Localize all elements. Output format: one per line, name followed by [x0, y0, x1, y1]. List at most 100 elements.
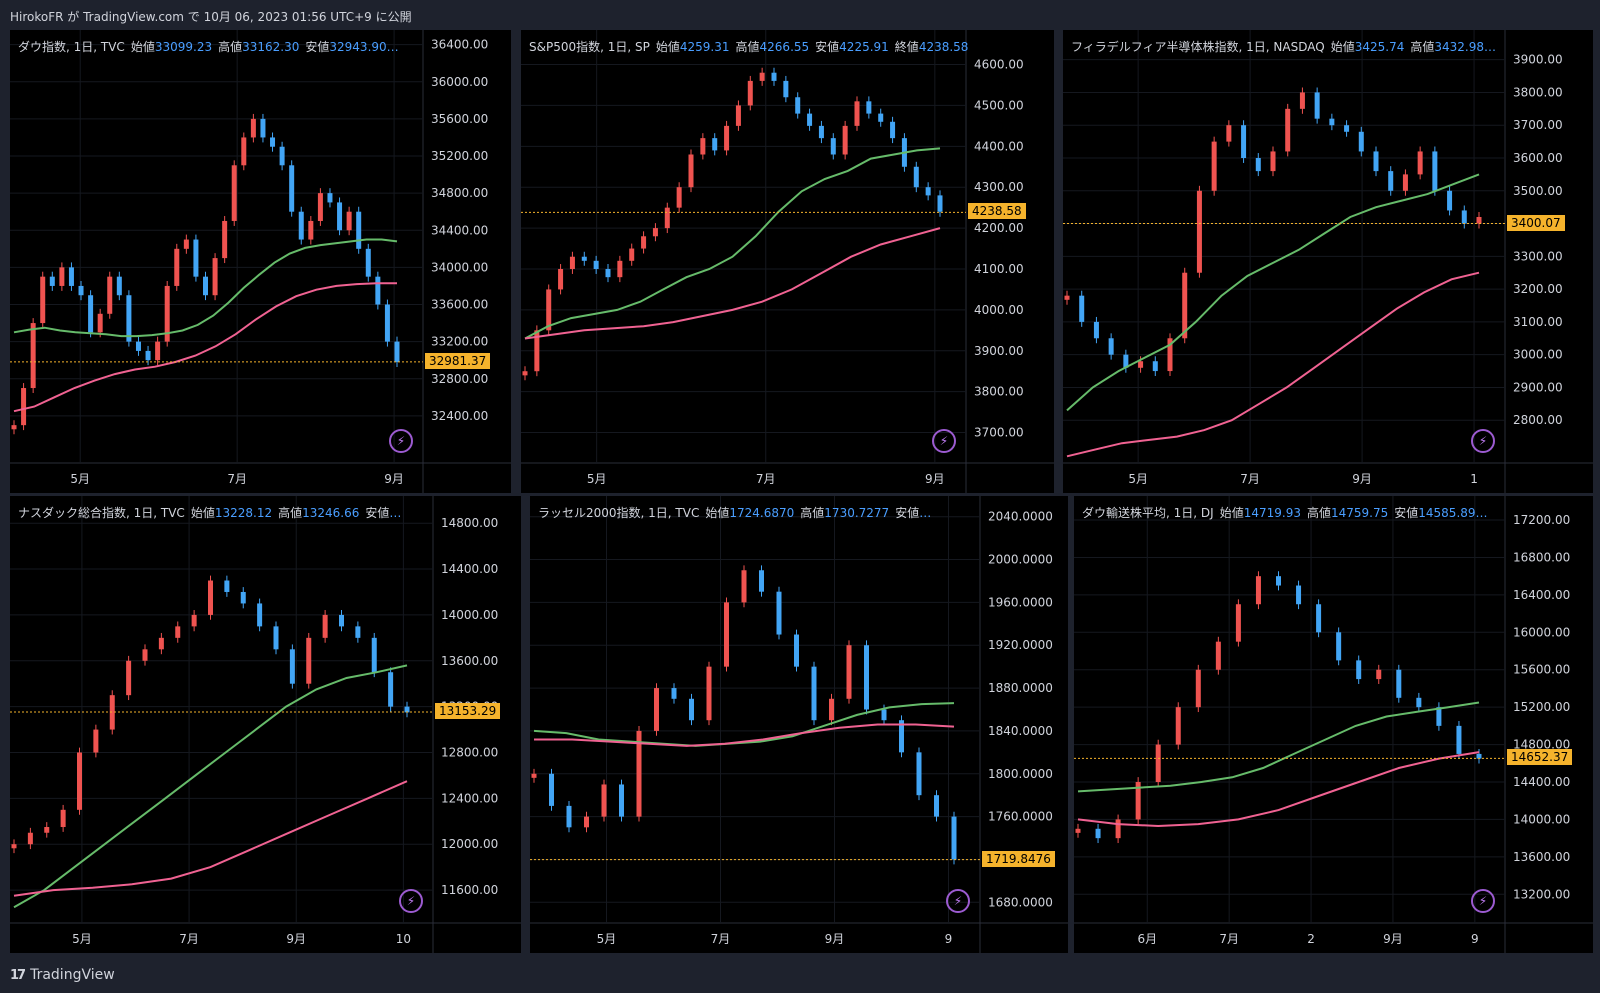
lightning-icon[interactable]: ⚡ — [946, 889, 970, 913]
header-bar: HirokoFR が TradingView.com で 10月 06, 202… — [0, 0, 1600, 30]
y-tick-label: 13600.00 — [441, 654, 498, 668]
ohlc-label: 高値 — [800, 506, 825, 520]
candle-body — [11, 844, 17, 849]
y-tick-label: 3500.00 — [1513, 184, 1563, 198]
candle-body — [1211, 141, 1217, 191]
candle-body — [617, 260, 623, 278]
ohlc-value: 4259.31 — [679, 40, 730, 54]
y-tick-label: 2040.0000 — [988, 510, 1053, 524]
chart-panel[interactable]: ナスダック総合指数, 1日, TVC 始値13228.12 高値13246.66 安値… — [10, 496, 521, 953]
y-tick-label: 16800.00 — [1513, 550, 1570, 564]
candle-body — [558, 268, 564, 290]
candle-body — [1476, 753, 1482, 759]
candle-body — [109, 695, 115, 730]
candle-body — [1329, 118, 1335, 126]
lightning-icon[interactable]: ⚡ — [1471, 889, 1495, 913]
candle-body — [355, 626, 361, 638]
y-tick-label: 13600.00 — [1513, 850, 1570, 864]
ohlc-label: 安値 — [895, 506, 920, 520]
y-tick-label: 34000.00 — [431, 260, 488, 274]
y-tick-label: 3800.00 — [1513, 85, 1563, 99]
candle-body — [916, 752, 922, 796]
candle-body — [881, 709, 887, 721]
tradingview-logo-icon[interactable]: 17 — [10, 967, 26, 983]
candle-body — [1108, 338, 1114, 355]
candle-body — [1175, 707, 1181, 745]
candle-body — [899, 720, 904, 753]
candle-body — [866, 101, 872, 114]
publish-info: HirokoFR が TradingView.com で 10月 06, 202… — [10, 10, 412, 24]
y-tick-label: 14800.00 — [441, 516, 498, 530]
candle-body — [1388, 171, 1394, 191]
lightning-icon[interactable]: ⚡ — [1471, 429, 1495, 453]
chart-legend: ナスダック総合指数, 1日, TVC 始値13228.12 高値13246.66 安値… — [18, 504, 407, 521]
y-tick-label: 1880.0000 — [988, 681, 1053, 695]
lightning-icon[interactable]: ⚡ — [399, 889, 423, 913]
candle-body — [404, 706, 410, 713]
y-tick-label: 35600.00 — [431, 112, 488, 126]
candle-body — [1093, 321, 1099, 339]
candle-body — [741, 570, 747, 603]
x-tick-label: 9 — [945, 932, 953, 946]
candle-body — [250, 118, 256, 138]
y-tick-label: 36400.00 — [431, 38, 488, 52]
chart-title: ダウ指数, 1日, TVC — [18, 40, 125, 54]
candle-body — [222, 220, 228, 259]
candle-body — [339, 614, 344, 627]
candle-body — [1255, 158, 1261, 172]
candle-body — [164, 285, 170, 342]
ma-short-line — [13, 238, 398, 338]
candle-body — [175, 626, 181, 638]
candle-body — [93, 729, 99, 753]
chart-panel[interactable]: S&P500指数, 1日, SP 始値4259.31 高値4266.55 安値4225… — [521, 30, 1054, 493]
candle-body — [811, 666, 817, 721]
candle-body — [126, 295, 132, 342]
candle-body — [890, 121, 896, 139]
lightning-icon[interactable]: ⚡ — [389, 429, 413, 453]
candle-body — [1152, 361, 1158, 372]
candle-body — [846, 645, 852, 699]
ohlc-label: 始値 — [1219, 506, 1244, 520]
ohlc-value: 13246.66 — [302, 506, 360, 520]
chart-panel[interactable]: ダウ指数, 1日, TVC 始値33099.23 高値33162.30 安値32943… — [10, 30, 511, 493]
ohlc-value: 13228.12 — [214, 506, 273, 520]
brand-name[interactable]: TradingView — [30, 967, 115, 983]
x-tick-label: 6月 — [1137, 932, 1157, 946]
candle-body — [1167, 338, 1173, 372]
current-price-label: 4238.58 — [968, 203, 1026, 220]
y-tick-label: 1840.0000 — [988, 724, 1053, 738]
x-tick-label: 9月 — [825, 932, 845, 946]
ohlc-label: 高値 — [218, 40, 243, 54]
candle-body — [700, 138, 706, 155]
chart-title: ラッセル2000指数, 1日, TVC — [538, 506, 700, 520]
candle-body — [1270, 151, 1276, 172]
chart-legend: フィラデルフィア半導体株指数, 1日, NASDAQ 始値3425.74 高値343… — [1071, 38, 1502, 55]
y-tick-label: 33600.00 — [431, 298, 488, 312]
candle-body — [289, 649, 295, 684]
candle-body — [1396, 669, 1402, 698]
ohlc-label: 安値 — [1394, 506, 1419, 520]
y-tick-label: 4500.00 — [974, 98, 1024, 112]
candle-body — [1316, 604, 1322, 633]
y-tick-label: 3200.00 — [1513, 282, 1563, 296]
candle-body — [951, 816, 957, 860]
ohlc-value: 3425.74 — [1354, 40, 1405, 54]
chart-panel[interactable]: ラッセル2000指数, 1日, TVC 始値1724.6870 高値1730.727… — [530, 496, 1068, 953]
candle-body — [1432, 151, 1438, 191]
y-tick-label: 16400.00 — [1513, 588, 1570, 602]
y-tick-label: 36000.00 — [431, 75, 488, 89]
candle-body — [257, 603, 263, 627]
chart-panel[interactable]: フィラデルフィア半導体株指数, 1日, NASDAQ 始値3425.74 高値343… — [1063, 30, 1593, 493]
candle-body — [1196, 190, 1202, 273]
y-tick-label: 4200.00 — [974, 221, 1024, 235]
y-tick-label: 16000.00 — [1513, 625, 1570, 639]
candle-body — [77, 752, 82, 810]
candle-body — [1135, 782, 1141, 820]
candle-body — [1376, 669, 1382, 680]
candle-body — [1276, 576, 1281, 586]
chart-panel[interactable]: ダウ輸送株平均, 1日, DJ 始値14719.93 高値14759.75 安値145… — [1074, 496, 1593, 953]
candle-body — [40, 276, 46, 324]
ohlc-value: 14719.93 — [1243, 506, 1301, 520]
candle-body — [1195, 669, 1201, 708]
lightning-icon[interactable]: ⚡ — [932, 429, 956, 453]
